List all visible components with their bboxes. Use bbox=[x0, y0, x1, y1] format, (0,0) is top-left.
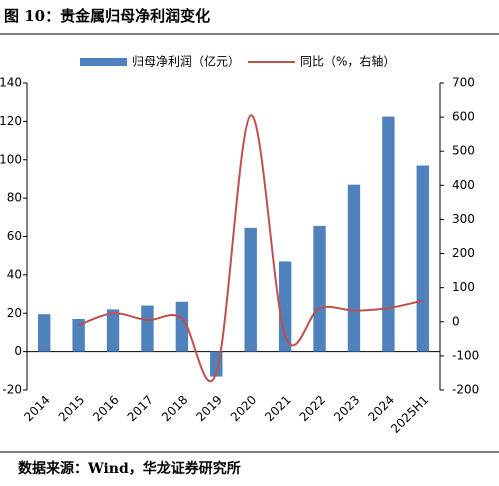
x-tick-label: 2018 bbox=[159, 393, 190, 424]
x-tick-label: 2025H1 bbox=[388, 393, 431, 436]
y-tick-label: 100 bbox=[0, 152, 22, 166]
x-tick-label: 2015 bbox=[56, 393, 87, 424]
bar bbox=[382, 116, 395, 352]
legend-label: 同比（%，右轴） bbox=[300, 54, 395, 69]
source: 数据来源：Wind，华龙证券研究所 bbox=[18, 460, 241, 477]
y2-tick-label: 0 bbox=[452, 314, 460, 328]
y-tick-label: -20 bbox=[2, 383, 22, 397]
x-tick-label: 2020 bbox=[228, 393, 259, 424]
x-tick-label: 2021 bbox=[262, 393, 293, 424]
y-tick-label: 60 bbox=[7, 229, 22, 243]
bar bbox=[72, 319, 85, 352]
y-tick-label: 120 bbox=[0, 114, 22, 128]
y2-tick-label: -200 bbox=[452, 383, 479, 397]
x-tick-label: 2016 bbox=[90, 393, 121, 424]
y2-tick-label: 300 bbox=[452, 212, 475, 226]
line bbox=[78, 114, 424, 383]
x-tick-label: 2024 bbox=[365, 393, 396, 424]
bar bbox=[278, 261, 292, 352]
bar bbox=[244, 227, 257, 352]
bar bbox=[416, 165, 429, 352]
bar bbox=[347, 184, 361, 352]
chart-title: 图 10：贵金属归母净利润变化 bbox=[4, 7, 210, 25]
y2-tick-label: 500 bbox=[452, 144, 475, 158]
y2-tick-label: 600 bbox=[452, 110, 475, 124]
x-tick-label: 2019 bbox=[193, 393, 224, 424]
y-tick-label: 0 bbox=[14, 344, 22, 358]
y2-tick-label: 100 bbox=[452, 280, 475, 294]
x-tick-label: 2022 bbox=[297, 393, 328, 424]
y-tick-label: 20 bbox=[7, 306, 22, 320]
y2-tick-label: 200 bbox=[452, 246, 475, 260]
y-tick-label: 140 bbox=[0, 76, 22, 90]
y-tick-label: 80 bbox=[7, 191, 22, 205]
bar bbox=[141, 305, 154, 352]
legend-label: 归母净利润（亿元） bbox=[132, 54, 240, 69]
bar bbox=[106, 309, 120, 352]
bar bbox=[38, 314, 51, 352]
bar bbox=[175, 301, 189, 352]
y2-tick-label: 400 bbox=[452, 178, 475, 192]
x-tick-label: 2017 bbox=[125, 393, 156, 424]
y2-tick-label: -100 bbox=[452, 348, 479, 362]
legend-swatch bbox=[80, 58, 127, 66]
x-tick-label: 2023 bbox=[331, 393, 362, 424]
y2-tick-label: 700 bbox=[452, 76, 475, 90]
bar bbox=[313, 225, 326, 352]
x-tick-label: 2014 bbox=[21, 393, 52, 424]
y-tick-label: 40 bbox=[7, 267, 22, 281]
